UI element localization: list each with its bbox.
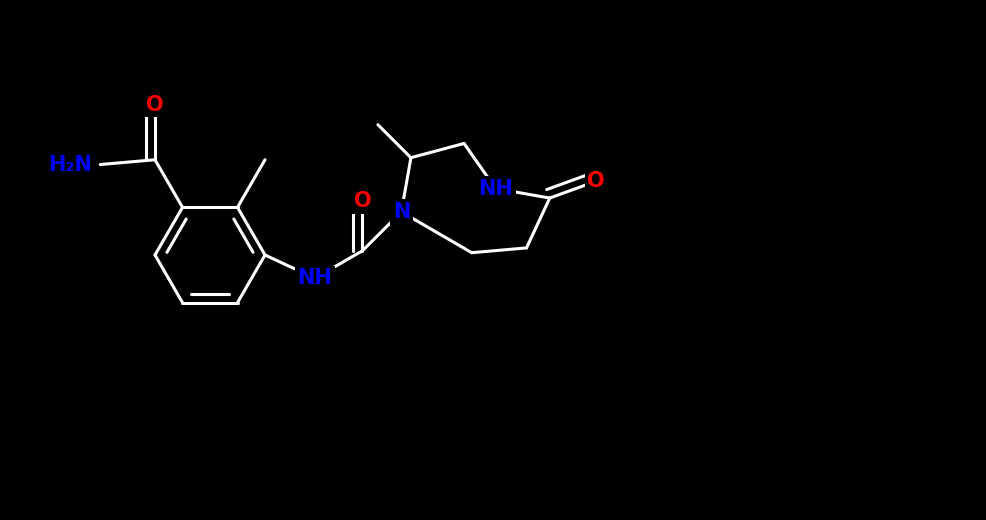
Text: N: N [392, 202, 409, 222]
Text: NH: NH [478, 178, 513, 199]
Text: NH: NH [297, 268, 332, 288]
Text: O: O [587, 171, 604, 191]
Text: H₂N: H₂N [48, 154, 92, 175]
Text: O: O [146, 95, 164, 115]
Text: O: O [353, 191, 371, 211]
